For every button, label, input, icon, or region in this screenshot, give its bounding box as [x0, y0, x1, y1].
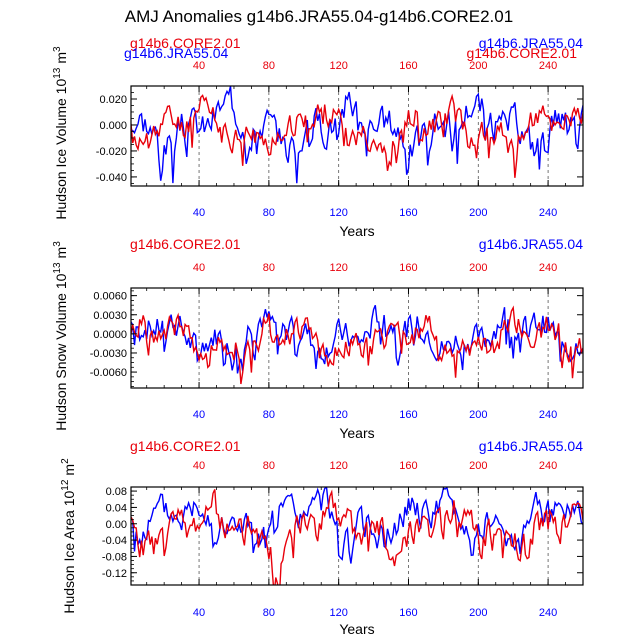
x-axis-label-middle: Years [339, 425, 374, 441]
y-tick-label: -0.0030 [90, 348, 127, 360]
y-tick-label: 0.04 [106, 502, 127, 514]
x-tick-label-bottom: 120 [329, 607, 347, 619]
legend-red-left: g14b6.CORE2.01 [130, 438, 241, 454]
x-tick-label-top: 40 [193, 460, 205, 472]
y-label-unit-exp: 3 [52, 46, 63, 52]
y-tick-label: -0.08 [102, 551, 127, 563]
y-tick-label: 0.08 [106, 486, 127, 498]
series-line-blue [131, 86, 583, 184]
y-label-text: Hudson Ice Volume 10 [53, 79, 69, 220]
y-tick-label: -0.040 [96, 172, 127, 184]
x-tick-label-top: 40 [193, 60, 205, 72]
series-line-blue [131, 487, 583, 564]
x-tick-label-top: 120 [329, 262, 347, 274]
x-tick-label-top: 40 [193, 262, 205, 274]
y-tick-label: 0.00 [106, 519, 127, 531]
series-line-red [131, 93, 583, 178]
y-axis-label-bottom: Hudson Ice Area 1012 m2 [60, 458, 77, 614]
x-axis-label-top: Years [339, 223, 374, 239]
x-axis-label-bottom: Years [339, 621, 374, 637]
y-label-unit: m [53, 247, 69, 259]
legend-blue-left: g14b6.JRA55.04 [124, 45, 229, 61]
y-tick-label: 0.0060 [93, 291, 127, 303]
x-tick-label-bottom: 80 [263, 207, 275, 219]
y-axis-label-middle: Hudson Snow Volume 1013 m3 [52, 241, 69, 431]
y-tick-label: 0.020 [99, 94, 127, 106]
x-tick-label-top: 200 [469, 60, 487, 72]
y-label-text: Hudson Snow Volume 10 [53, 273, 69, 430]
y-label-unit: m [61, 464, 77, 476]
y-tick-label: 0.0000 [93, 329, 127, 341]
x-tick-label-bottom: 160 [399, 409, 417, 421]
x-tick-label-top: 200 [469, 460, 487, 472]
plot-area-bottom: 0.08 0.04 0.00 -0.04 -0.08 -0.12 40 40 80 80 120 12… [102, 460, 584, 619]
legend-red-right: g14b6.CORE2.01 [466, 45, 577, 61]
legend-blue-right: g14b6.JRA55.04 [479, 35, 584, 51]
y-tick-label: -0.04 [102, 535, 127, 547]
y-label-exp: 13 [52, 67, 63, 79]
x-tick-label-bottom: 200 [469, 207, 487, 219]
x-tick-label-bottom: 40 [193, 607, 205, 619]
x-tick-label-bottom: 120 [329, 409, 347, 421]
x-tick-label-bottom: 120 [329, 207, 347, 219]
y-label-exp: 13 [52, 262, 63, 274]
chart-title: AMJ Anomalies g14b6.JRA55.04-g14b6.CORE2… [125, 7, 513, 26]
plot-area-top: 0.020 0.000 -0.020 -0.040 40 40 80 80 120 120 160 1… [96, 60, 584, 219]
x-tick-label-top: 160 [399, 262, 417, 274]
x-tick-label-bottom: 160 [399, 607, 417, 619]
x-tick-label-top: 240 [539, 262, 557, 274]
x-tick-label-bottom: 80 [263, 607, 275, 619]
x-tick-label-bottom: 160 [399, 207, 417, 219]
x-tick-label-top: 80 [263, 60, 275, 72]
legend-red-left: g14b6.CORE2.01 [130, 236, 241, 252]
panel-bottom: g14b6.CORE2.01 g14b6.JRA55.04 0.080.040.… [60, 438, 584, 637]
y-label-unit-exp: 3 [52, 241, 63, 247]
series-line-red [131, 489, 583, 585]
legend-blue-right: g14b6.JRA55.04 [479, 236, 584, 252]
x-tick-label-top: 200 [469, 262, 487, 274]
x-tick-label-top: 120 [329, 60, 347, 72]
x-tick-label-top: 80 [263, 262, 275, 274]
x-tick-label-bottom: 240 [539, 207, 557, 219]
x-tick-label-top: 160 [399, 460, 417, 472]
y-axis-label-top: Hudson Ice Volume 1013 m3 [52, 46, 69, 220]
legend-red-left: g14b6.CORE2.01 [130, 35, 241, 51]
x-tick-label-bottom: 80 [263, 409, 275, 421]
x-tick-label-bottom: 40 [193, 207, 205, 219]
plot-frame [130, 85, 584, 187]
y-label-unit: m [53, 52, 69, 64]
y-tick-label: -0.020 [96, 146, 127, 158]
x-tick-label-bottom: 40 [193, 409, 205, 421]
y-tick-label: -0.12 [102, 568, 127, 580]
x-tick-label-bottom: 200 [469, 409, 487, 421]
x-tick-label-top: 80 [263, 460, 275, 472]
panel-top: g14b6.CORE2.01 g14b6.JRA55.04 g14b6.JRA5… [52, 35, 584, 239]
x-tick-label-top: 160 [399, 60, 417, 72]
x-tick-label-bottom: 240 [539, 409, 557, 421]
y-label-exp: 12 [60, 479, 71, 491]
y-label-text: Hudson Ice Area 10 [61, 490, 77, 613]
plot-area-middle: 0.0060 0.0030 0.0000 -0.0030 -0.0060 40 40 80 80… [90, 262, 584, 421]
x-tick-label-top: 240 [539, 60, 557, 72]
y-tick-label: 0.000 [99, 120, 127, 132]
series-line-red [131, 305, 583, 385]
x-tick-label-top: 120 [329, 460, 347, 472]
y-tick-label: -0.0060 [90, 367, 127, 379]
y-tick-label: 0.0030 [93, 310, 127, 322]
panel-middle: g14b6.CORE2.01 g14b6.JRA55.04 0.00600.00… [52, 236, 584, 441]
plot-frame [130, 287, 584, 389]
legend-blue-right: g14b6.JRA55.04 [479, 438, 584, 454]
x-tick-label-bottom: 240 [539, 607, 557, 619]
x-tick-label-bottom: 200 [469, 607, 487, 619]
y-label-unit-exp: 2 [60, 458, 71, 464]
x-tick-label-top: 240 [539, 460, 557, 472]
